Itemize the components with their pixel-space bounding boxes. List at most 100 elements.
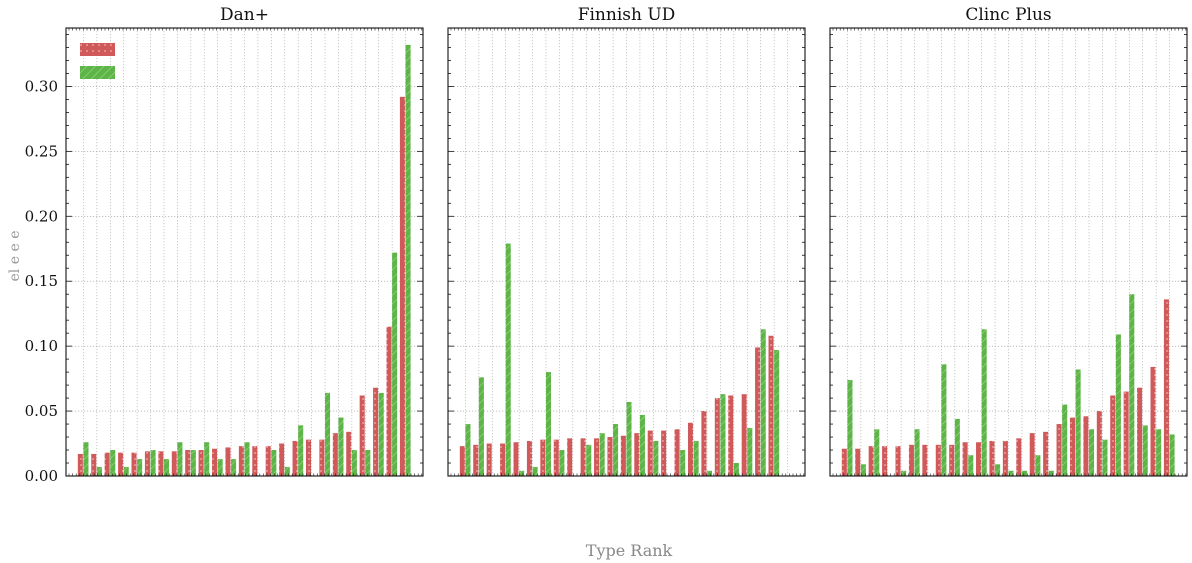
bar bbox=[586, 444, 592, 476]
bar bbox=[198, 450, 204, 476]
bar bbox=[1137, 387, 1143, 476]
legend-swatch-red bbox=[80, 43, 115, 56]
bar bbox=[680, 450, 686, 476]
y-tick-label: 0.25 bbox=[25, 142, 58, 160]
bar bbox=[177, 442, 183, 476]
bar bbox=[981, 329, 987, 476]
panel-title: Finnish UD bbox=[578, 5, 676, 25]
bar bbox=[1150, 366, 1156, 476]
y-tick-label: 0.20 bbox=[25, 207, 58, 225]
y-tick-label: 0.05 bbox=[25, 402, 58, 420]
bar bbox=[559, 450, 565, 476]
y-tick-label: 0.10 bbox=[25, 337, 58, 355]
bar bbox=[473, 444, 479, 476]
bar bbox=[567, 438, 573, 476]
bar bbox=[594, 438, 600, 476]
bar bbox=[687, 422, 694, 476]
bar bbox=[545, 372, 552, 476]
bar bbox=[185, 450, 191, 476]
bar bbox=[1056, 424, 1062, 476]
bar bbox=[755, 347, 761, 476]
bar bbox=[265, 446, 271, 476]
bar bbox=[386, 326, 392, 476]
bar bbox=[607, 437, 613, 476]
bar bbox=[639, 414, 645, 476]
bar bbox=[949, 444, 955, 476]
bar bbox=[747, 427, 753, 476]
y-axis-label: el e e e bbox=[7, 231, 23, 282]
bar bbox=[359, 395, 365, 476]
bar bbox=[279, 443, 285, 476]
bar bbox=[976, 442, 982, 476]
bar bbox=[707, 470, 713, 476]
bar bbox=[305, 439, 312, 476]
bar bbox=[465, 424, 471, 476]
bar bbox=[874, 429, 880, 476]
bar bbox=[338, 417, 344, 476]
bar bbox=[1083, 416, 1089, 476]
bar bbox=[171, 451, 177, 476]
bar bbox=[1110, 395, 1116, 476]
axes-frame bbox=[829, 27, 1188, 477]
bar bbox=[774, 350, 780, 476]
bar bbox=[513, 442, 519, 476]
bar bbox=[882, 446, 888, 476]
bar bbox=[733, 463, 739, 476]
bar bbox=[553, 439, 559, 476]
bar bbox=[674, 429, 680, 476]
bar bbox=[190, 450, 196, 476]
bar bbox=[580, 438, 586, 476]
bar bbox=[244, 442, 250, 476]
bar bbox=[319, 439, 325, 476]
bar bbox=[1169, 434, 1175, 476]
bar bbox=[768, 335, 774, 476]
bar bbox=[1129, 294, 1135, 476]
bar bbox=[225, 447, 231, 476]
bar bbox=[914, 429, 920, 476]
bar bbox=[841, 448, 847, 476]
bar bbox=[1089, 429, 1095, 476]
bar bbox=[941, 364, 947, 476]
bar bbox=[1062, 404, 1068, 476]
bar bbox=[895, 446, 901, 476]
bar bbox=[995, 464, 1001, 476]
bar bbox=[365, 450, 371, 476]
bar bbox=[901, 470, 907, 476]
bar bbox=[1043, 431, 1049, 476]
bar bbox=[1008, 470, 1014, 476]
bar bbox=[351, 450, 357, 476]
y-tick-label: 0.00 bbox=[25, 467, 58, 485]
bar bbox=[144, 451, 150, 476]
bar bbox=[855, 448, 861, 476]
bar bbox=[373, 387, 379, 476]
bar bbox=[526, 440, 532, 476]
bar bbox=[741, 394, 747, 476]
bar bbox=[1102, 439, 1108, 476]
bar bbox=[653, 440, 659, 476]
bar bbox=[626, 401, 632, 476]
bar bbox=[1075, 369, 1081, 476]
bar bbox=[714, 398, 720, 476]
bar bbox=[459, 446, 465, 476]
bar bbox=[478, 377, 484, 476]
bar bbox=[922, 444, 928, 476]
bar bbox=[292, 440, 298, 476]
bar bbox=[217, 459, 223, 476]
bar bbox=[204, 442, 210, 476]
panel-title: Dan+ bbox=[220, 5, 269, 25]
bar bbox=[163, 459, 170, 476]
bar bbox=[954, 418, 960, 476]
bar bbox=[613, 424, 619, 476]
bar bbox=[231, 459, 237, 476]
bar bbox=[332, 433, 338, 476]
bar bbox=[378, 392, 384, 476]
bar bbox=[908, 444, 914, 476]
bar bbox=[392, 252, 398, 476]
bar bbox=[935, 444, 941, 476]
bar bbox=[104, 452, 110, 476]
bar bbox=[661, 430, 667, 476]
bar bbox=[693, 440, 699, 476]
bar bbox=[860, 464, 866, 476]
bar bbox=[271, 450, 277, 476]
bar bbox=[1069, 417, 1076, 476]
